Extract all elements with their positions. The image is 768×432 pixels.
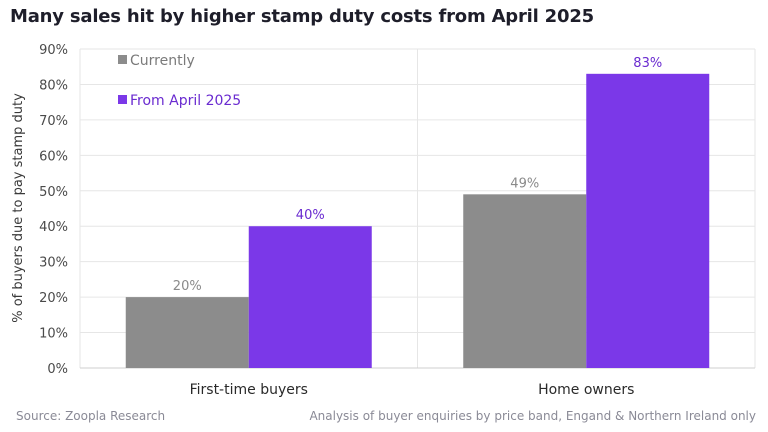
x-tick-label: Home owners (538, 382, 634, 398)
data-label: 49% (510, 176, 539, 191)
y-tick-label: 90% (39, 43, 68, 58)
y-axis-label: % of buyers due to pay stamp duty (11, 93, 26, 323)
legend: Currently From April 2025 (118, 53, 241, 109)
data-label: 83% (633, 56, 662, 71)
bar-first-time-buyers-from-april-2025 (248, 226, 372, 368)
y-tick-label: 30% (39, 256, 68, 271)
y-tick-label: 0% (47, 362, 68, 377)
legend-label-from-april-2025: From April 2025 (130, 93, 241, 109)
data-label: 20% (173, 279, 202, 294)
legend-label-currently: Currently (130, 53, 195, 69)
data-label: 40% (296, 208, 325, 223)
source-note: Source: Zoopla Research (16, 409, 166, 423)
x-axis-ticks: First-time buyers Home owners (190, 382, 635, 398)
analysis-note: Analysis of buyer enquiries by price ban… (309, 409, 756, 423)
y-tick-label: 80% (39, 78, 68, 93)
bars (125, 73, 710, 369)
y-tick-label: 20% (39, 291, 68, 306)
bar-first-time-buyers-currently (125, 297, 249, 368)
y-axis-ticks: 0% 10% 20% 30% 40% 50% 60% 70% 80% 90% (39, 43, 68, 377)
y-tick-label: 10% (39, 327, 68, 342)
bar-home-owners-currently (463, 194, 587, 368)
legend-swatch-from-april-2025 (118, 95, 127, 104)
y-tick-label: 50% (39, 185, 68, 200)
y-tick-label: 70% (39, 114, 68, 129)
data-labels: 20% 40% 49% 83% (173, 56, 662, 294)
bar-home-owners-from-april-2025 (586, 73, 710, 369)
y-tick-label: 40% (39, 220, 68, 235)
legend-swatch-currently (118, 55, 127, 64)
y-tick-label: 60% (39, 149, 68, 164)
x-tick-label: First-time buyers (190, 382, 308, 398)
chart-title: Many sales hit by higher stamp duty cost… (10, 6, 594, 27)
